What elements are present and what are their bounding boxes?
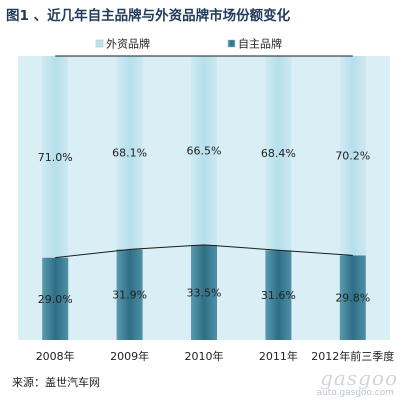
watermark-url: auto.gasgoo.com [316, 388, 394, 398]
data-label-foreign-3: 68.4% [261, 147, 296, 160]
bar-domestic-4 [339, 255, 366, 340]
data-label-domestic-1: 31.9% [112, 289, 147, 302]
legend-swatch-foreign [95, 39, 104, 48]
x-tick-label-2: 2010年 [185, 349, 224, 363]
data-label-foreign-2: 66.5% [187, 144, 222, 157]
data-label-foreign-1: 68.1% [112, 147, 147, 160]
bar-domestic-1 [116, 249, 143, 340]
bar-domestic-2 [191, 244, 217, 340]
data-label-domestic-4: 29.8% [335, 292, 370, 305]
legend-label-foreign: 外资品牌 [106, 37, 150, 51]
bar-domestic-3 [265, 250, 292, 340]
data-label-domestic-2: 33.5% [187, 286, 222, 299]
bar-foreign-3 [265, 56, 292, 251]
bar-foreign-1 [116, 56, 143, 250]
data-label-foreign-4: 70.2% [335, 150, 370, 163]
x-tick-label-1: 2009年 [110, 349, 149, 363]
data-label-domestic-3: 31.6% [261, 289, 296, 302]
chart-title: 图1 、近几年自主品牌与外资品牌市场份额变化 [6, 8, 291, 24]
series-line-domestic [55, 244, 353, 259]
x-tick-label-4: 2012年前三季度 [311, 349, 394, 363]
x-tick-label-3: 2011年 [259, 349, 298, 363]
data-label-foreign-0: 71.0% [38, 151, 73, 164]
legend-label-domestic: 自主品牌 [238, 37, 282, 51]
source-note: 来源：盖世汽车网 [12, 376, 100, 389]
data-label-domestic-0: 29.0% [38, 293, 73, 306]
bar-foreign-2 [191, 56, 217, 245]
x-tick-label-0: 2008年 [36, 349, 75, 363]
bar-foreign-4 [339, 56, 366, 256]
bar-foreign-0 [42, 56, 69, 258]
legend-swatch-domestic [227, 39, 236, 48]
bar-domestic-0 [42, 257, 69, 340]
watermark-logo: gasgoo [320, 366, 398, 390]
